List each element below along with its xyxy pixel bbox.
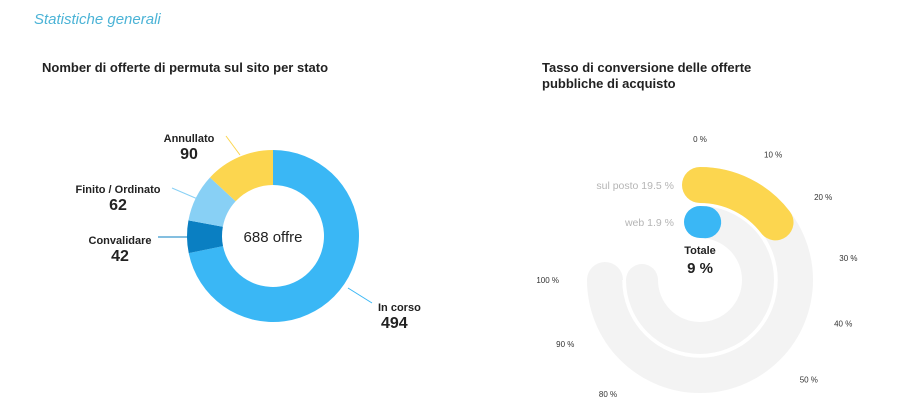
radial-center-value: 9 % (687, 260, 713, 277)
radial-chart-title: Tasso di conversione delle offerte pubbl… (542, 60, 752, 91)
slice-connector-line (225, 135, 241, 156)
donut-slice-convalidare[interactable] (187, 220, 224, 254)
donut-slice-in-corso[interactable] (188, 150, 360, 322)
section-title: Statistiche generali (34, 11, 161, 28)
donut-center-label: 688 offre (244, 229, 303, 246)
tick-label: 40 % (834, 320, 852, 329)
radial-bar-sul-posto[interactable] (682, 167, 794, 241)
slice-value-annullato: 90 (180, 146, 198, 163)
tick-label: 90 % (556, 340, 574, 349)
donut-slice-annullato[interactable] (210, 150, 273, 202)
donut-slice-finito-ordinato[interactable] (188, 177, 236, 227)
tick-label: 20 % (814, 193, 832, 202)
tick-label: 30 % (839, 254, 857, 263)
series-label-sul-posto: sul posto 19.5 % (596, 180, 674, 192)
slice-connector-line (171, 187, 201, 201)
tick-label: 50 % (800, 376, 818, 385)
slice-label-convalidare: Convalidare (89, 235, 152, 247)
slice-value-in-corso: 494 (381, 315, 408, 332)
radial-chart: sul posto 19.5 % web 1.9 % 0 % 10 % 20 % 30 %… (536, 135, 857, 399)
donut-chart-title: Nomber di offerte di permuta sul sito pe… (42, 60, 329, 75)
slice-label-annullato: Annullato (164, 133, 215, 145)
radial-track-web (626, 206, 774, 354)
slice-label-finito-ordinato: Finito / Ordinato (76, 184, 161, 196)
tick-label: 10 % (764, 150, 782, 159)
series-label-web: web 1.9 % (624, 217, 674, 229)
slice-label-in-corso: In corso (378, 302, 421, 314)
tick-label: 100 % (536, 276, 559, 285)
radial-center-title: Totale (684, 245, 716, 257)
slice-connector-line (347, 287, 373, 304)
slice-value-finito-ordinato: 62 (109, 197, 127, 214)
tick-label: 0 % (693, 135, 707, 144)
tick-label: 80 % (599, 390, 617, 399)
radial-track-separator (622, 202, 778, 358)
slice-value-convalidare: 42 (111, 248, 129, 265)
